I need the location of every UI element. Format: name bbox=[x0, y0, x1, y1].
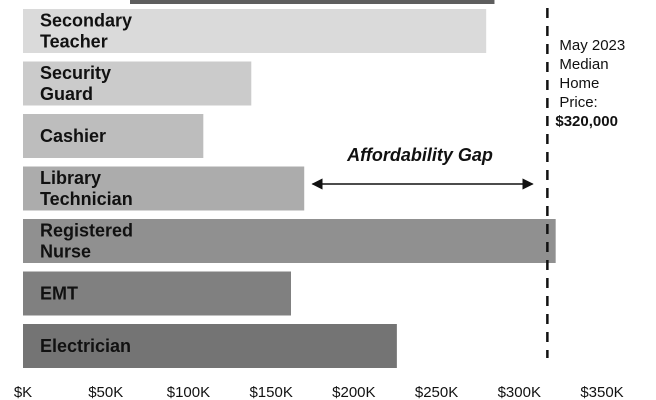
bar-label-emt: EMT bbox=[40, 284, 78, 304]
median-home-price-label-line: May 2023 bbox=[559, 37, 625, 54]
median-home-price-label-line: Price: bbox=[559, 94, 597, 111]
median-home-price-label: May 2023 Median Home Price: $320,000 bbox=[555, 37, 625, 130]
bar-electrician bbox=[23, 324, 397, 368]
bar-label-cashier: Cashier bbox=[40, 126, 106, 146]
x-tick-label: $250K bbox=[415, 384, 458, 400]
median-home-price-value: $320,000 bbox=[555, 113, 618, 130]
bar-label-security-guard: Security Guard bbox=[40, 63, 111, 104]
bar-security-guard bbox=[23, 61, 252, 106]
bar-partial-top bbox=[130, 0, 495, 4]
affordability-gap-label: Affordability Gap bbox=[346, 145, 493, 165]
bar-library-technician bbox=[23, 166, 305, 211]
x-tick-label: $100K bbox=[167, 384, 210, 400]
bar-label-line: Electrician bbox=[40, 336, 131, 356]
x-tick-label: $50K bbox=[88, 384, 123, 400]
x-tick-label: $K bbox=[14, 384, 32, 400]
median-home-price-label-line: Home bbox=[559, 75, 599, 92]
x-tick-label: $350K bbox=[580, 384, 623, 400]
bar-label-line: Security bbox=[40, 63, 111, 83]
median-home-price-label-line: Median bbox=[559, 56, 608, 73]
bar-label-line: Registered bbox=[40, 221, 133, 241]
x-tick-label: $150K bbox=[249, 384, 292, 400]
bar-secondary-teacher bbox=[23, 9, 487, 53]
bar-label-line: Technician bbox=[40, 189, 133, 209]
bar-registered-nurse bbox=[23, 219, 556, 263]
bar-emt bbox=[23, 271, 291, 316]
bar-label-electrician: Electrician bbox=[40, 336, 131, 356]
bar-label-library-technician: Library Technician bbox=[40, 168, 133, 209]
bar-label-secondary-teacher: Secondary Teacher bbox=[40, 11, 132, 52]
bar-label-line: Guard bbox=[40, 84, 93, 104]
bar-label-line: Library bbox=[40, 168, 101, 188]
bar-label-line: Secondary bbox=[40, 11, 132, 31]
x-tick-label: $200K bbox=[332, 384, 375, 400]
bar-label-line: Teacher bbox=[40, 32, 108, 52]
bar-label-line: Cashier bbox=[40, 126, 106, 146]
bar-label-line: Nurse bbox=[40, 242, 91, 262]
bar-label-line: EMT bbox=[40, 284, 78, 304]
bar-label-registered-nurse: Registered Nurse bbox=[40, 221, 133, 262]
x-tick-label: $300K bbox=[498, 384, 541, 400]
bar-cashier bbox=[23, 114, 204, 158]
